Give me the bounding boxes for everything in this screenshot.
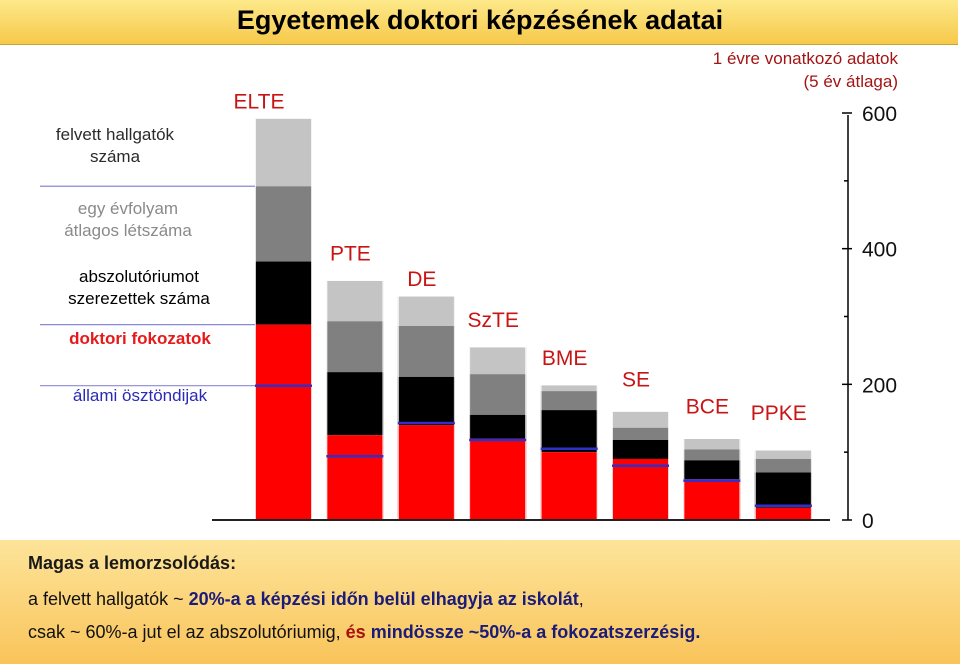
footer-line-3: csak ~ 60%-a jut el az abszolutóriumig, … — [28, 622, 700, 643]
y-tick-label: 0 — [862, 510, 874, 533]
footer-heading: Magas a lemorzsolódás: — [28, 553, 237, 573]
bar-felvett-elte — [255, 118, 312, 187]
footer-line-2-b: 20%-a a képzési időn belül elhagyja az i… — [188, 589, 579, 609]
legend-osztondij: állami ösztöndijak — [72, 386, 208, 405]
bar-evfolyam-szte — [469, 374, 527, 415]
legend-felvett: felvett hallgatók száma — [40, 124, 190, 168]
bar-absz-se — [612, 439, 669, 459]
footer-line-3-c: mindössze ~50%-a a fokozatszerzésig. — [365, 622, 701, 642]
y-tick-label: 200 — [862, 374, 897, 397]
legend-evfolyam: egy évfolyam átlagos létszáma — [38, 198, 218, 242]
bar-absz-ppke — [754, 472, 812, 508]
bar-evfolyam-pte — [326, 321, 384, 373]
bar-doktori-de — [397, 425, 455, 520]
bar-absz-elte — [255, 261, 312, 325]
footer-line-2-c: , — [578, 589, 584, 609]
bar-evfolyam-elte — [255, 186, 312, 262]
category-label-de: DE — [407, 268, 436, 291]
bar-felvett-de — [397, 296, 455, 326]
bar-absz-pte — [326, 372, 384, 436]
legend-evfolyam-line1: egy évfolyam — [77, 199, 179, 218]
bar-absz-de — [397, 376, 455, 426]
legend-absz: abszolutóriumot szerezettek száma — [44, 266, 234, 310]
bar-felvett-se — [612, 411, 669, 428]
category-label-elte: ELTE — [234, 90, 285, 113]
bar-absz-bme — [540, 410, 598, 453]
legend-evfolyam-line2: átlagos létszáma — [64, 221, 192, 240]
bar-absz-szte — [469, 414, 527, 439]
bar-evfolyam-bme — [540, 391, 598, 411]
bar-doktori-pte — [326, 435, 384, 520]
legend-absz-line1: abszolutóriumot — [78, 267, 199, 286]
note-line-2: (5 év átlaga) — [803, 72, 899, 91]
y-tick-label: 600 — [862, 103, 897, 126]
bar-felvett-bme — [540, 385, 598, 392]
category-label-bme: BME — [542, 347, 588, 370]
legend-felvett-line2: száma — [89, 147, 141, 166]
footer-line-2-a: a felvett hallgatók ~ — [28, 589, 189, 609]
bar-felvett-ppke — [754, 450, 812, 459]
y-tick-label: 400 — [862, 239, 897, 262]
bar-doktori-szte — [469, 438, 527, 520]
bar-evfolyam-se — [612, 427, 669, 440]
bar-felvett-szte — [469, 347, 527, 375]
bar-felvett-pte — [326, 280, 384, 322]
category-label-bce: BCE — [686, 396, 729, 419]
bar-absz-bce — [683, 460, 741, 480]
bar-doktori-se — [612, 458, 669, 520]
category-label-pte: PTE — [330, 243, 371, 266]
category-label-szte: SzTE — [468, 309, 519, 332]
legend-doktori: doktori fokozatok — [69, 329, 211, 348]
category-label-ppke: PPKE — [751, 402, 807, 425]
category-label-se: SE — [622, 368, 650, 391]
footer-panel — [0, 540, 960, 664]
bar-evfolyam-de — [397, 325, 455, 377]
bar-doktori-elte — [255, 324, 312, 520]
note-line-1: 1 évre vonatkozó adatok — [712, 49, 898, 68]
bar-doktori-bme — [540, 452, 598, 520]
bar-evfolyam-bce — [683, 449, 741, 461]
bar-felvett-bce — [683, 438, 741, 450]
legend-absz-line2: szerezettek száma — [68, 289, 210, 308]
footer-line-3-a: csak ~ 60%-a jut el az abszolutóriumig, — [28, 622, 346, 642]
footer-line-2: a felvett hallgatók ~ 20%-a a képzési id… — [28, 589, 584, 610]
bar-doktori-ppke — [754, 507, 812, 520]
legend-felvett-line1: felvett hallgatók — [55, 125, 175, 144]
title-bar — [0, 0, 958, 45]
bar-chart: ELTE PTE DE SzTE BME SE BCE PPKE 0 200 400 600 — [40, 90, 897, 533]
page-title: Egyetemek doktori képzésének adatai — [236, 5, 724, 35]
bar-evfolyam-ppke — [754, 458, 812, 473]
footer-line-3-b: és — [345, 622, 366, 642]
bar-doktori-bce — [683, 479, 741, 520]
